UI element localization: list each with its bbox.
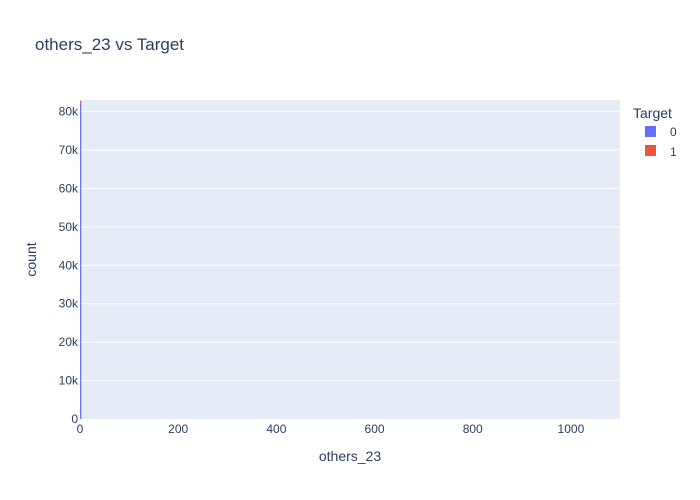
y-tick-label: 30k — [59, 297, 79, 311]
legend-title: Target — [633, 105, 672, 121]
x-axis-title: others_23 — [319, 448, 381, 464]
y-tick-label: 70k — [59, 143, 79, 157]
legend-label-1: 1 — [670, 145, 677, 159]
gridlines — [80, 111, 620, 382]
bar-target-0[interactable] — [80, 103, 82, 419]
y-axis-title: count — [23, 242, 39, 276]
y-tick-label: 40k — [59, 258, 79, 272]
y-tick-label: 0 — [71, 412, 78, 426]
y-tick-label: 60k — [59, 181, 79, 195]
chart-title: others_23 vs Target — [35, 35, 184, 54]
y-tick-label: 80k — [59, 105, 79, 119]
legend-swatch-1 — [645, 145, 656, 156]
y-axis-ticks: 0 10k 20k 30k 40k 50k 60k 70k 80k — [59, 105, 79, 426]
bar-target-1[interactable] — [80, 100, 82, 104]
x-tick-label: 600 — [365, 422, 385, 436]
y-tick-label: 10k — [59, 374, 79, 388]
legend-label-0: 0 — [670, 125, 677, 139]
legend-item-1[interactable]: 1 — [645, 145, 677, 159]
x-tick-label: 200 — [168, 422, 188, 436]
y-tick-label: 20k — [59, 335, 79, 349]
x-tick-label: 1000 — [558, 422, 585, 436]
legend: Target 0 1 — [633, 105, 677, 159]
plot-area — [80, 100, 620, 419]
x-tick-label: 800 — [463, 422, 483, 436]
x-axis-ticks: 0 200 400 600 800 1000 — [77, 422, 585, 436]
legend-swatch-0 — [645, 126, 656, 137]
bars — [80, 100, 82, 419]
y-tick-label: 50k — [59, 220, 79, 234]
legend-item-0[interactable]: 0 — [645, 125, 677, 139]
x-tick-label: 400 — [266, 422, 286, 436]
x-tick-label: 0 — [77, 422, 84, 436]
